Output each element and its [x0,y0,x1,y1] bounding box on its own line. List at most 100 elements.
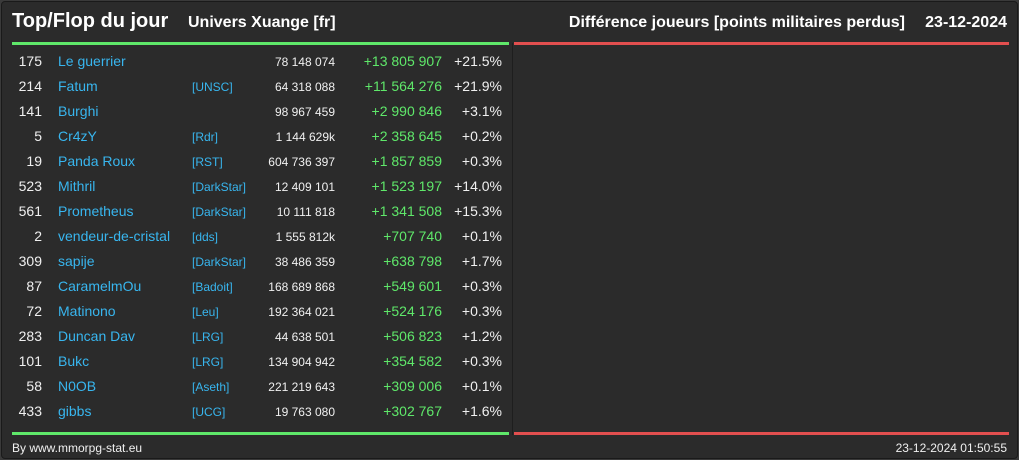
points-cell: 19 763 080 [274,405,335,419]
percent-cell: +21.9% [454,78,502,94]
page-title: Top/Flop du jour [12,10,169,32]
points-cell: 10 111 818 [276,205,335,219]
alliance-link[interactable]: [DarkStar] [192,180,247,194]
rank-cell: 309 [18,253,42,269]
table-row: 214 Fatum [UNSC] 64 318 088 +11 564 276 +21.9… [12,74,509,99]
percent-cell: +15.3% [454,203,502,219]
table-row: 101 Bukc [LRG] 134 904 942 +354 582 +0.3% [12,349,509,374]
player-link[interactable]: Cr4zY [58,128,97,144]
diff-cell: +524 176 [383,303,442,319]
diff-cell: +638 798 [383,253,442,269]
percent-cell: +1.6% [461,403,502,419]
bottom-red-divider [514,432,1009,435]
top-green-divider [12,42,509,45]
universe-label: Univers Xuange [fr] [188,14,336,31]
points-cell: 38 486 359 [274,255,335,269]
rank-cell: 72 [26,303,42,319]
alliance-link[interactable]: [UCG] [192,405,226,419]
percent-cell: +0.1% [461,228,502,244]
player-link[interactable]: gibbs [58,403,92,419]
alliance-link[interactable]: [LRG] [192,330,224,344]
diff-cell: +549 601 [383,278,442,294]
points-cell: 168 689 868 [268,280,335,294]
diff-cell: +302 767 [383,403,442,419]
alliance-link[interactable]: [Rdr] [192,130,219,144]
percent-cell: +14.0% [454,178,502,194]
diff-cell: +1 341 508 [371,203,442,219]
alliance-link[interactable]: [Leu] [192,305,219,319]
diff-cell: +11 564 276 [364,78,442,94]
rank-cell: 58 [26,378,42,394]
column-divider [512,43,513,435]
alliance-link[interactable]: [DarkStar] [192,205,247,219]
diff-cell: +707 740 [383,228,442,244]
points-cell: 12 409 101 [274,180,335,194]
rank-cell: 141 [18,103,42,119]
points-cell: 64 318 088 [274,80,335,94]
rank-cell: 19 [26,153,42,169]
percent-cell: +21.5% [454,53,502,69]
player-link[interactable]: Burghi [58,103,99,119]
player-link[interactable]: N0OB [58,378,97,394]
table-row: 72 Matinono [Leu] 192 364 021 +524 176 +0.3% [12,299,509,324]
rank-cell: 433 [18,403,42,419]
percent-cell: +0.3% [461,353,502,369]
player-link[interactable]: Fatum [58,78,98,94]
alliance-link[interactable]: [UNSC] [192,80,233,94]
player-link[interactable]: vendeur-de-cristal [58,228,171,244]
table-row: 19 Panda Roux [RST] 604 736 397 +1 857 859 +0… [12,149,509,174]
points-cell: 604 736 397 [268,155,335,169]
rank-cell: 175 [18,53,42,69]
top-red-divider [514,42,1009,45]
table-row: 141 Burghi 98 967 459 +2 990 846 +3.1% [12,99,509,124]
rank-cell: 87 [26,278,42,294]
diff-cell: +1 523 197 [371,178,442,194]
table-row: 283 Duncan Dav [LRG] 44 638 501 +506 823 +1.2… [12,324,509,349]
diff-cell: +1 857 859 [371,153,442,169]
rank-cell: 523 [18,178,42,194]
rank-cell: 2 [34,228,42,244]
player-link[interactable]: Mithril [58,178,96,194]
player-link[interactable]: Prometheus [58,203,134,219]
alliance-link[interactable]: [LRG] [192,355,224,369]
generated-timestamp: 23-12-2024 01:50:55 [895,441,1007,455]
points-cell: 221 219 643 [268,380,335,394]
table-row: 561 Prometheus [DarkStar] 10 111 818 +1 341 … [12,199,509,224]
diff-cell: +309 006 [383,378,442,394]
player-link[interactable]: Le guerrier [58,53,126,69]
rank-cell: 283 [18,328,42,344]
table-row: 58 N0OB [Aseth] 221 219 643 +309 006 +0.1% [12,374,509,399]
diff-cell: +354 582 [383,353,442,369]
percent-cell: +3.1% [461,103,502,119]
table-row: 309 sapije [DarkStar] 38 486 359 +638 798 +1.… [12,249,509,274]
alliance-link[interactable]: [Badoit] [192,280,233,294]
source-link[interactable]: By www.mmorpg-stat.eu [12,441,143,455]
points-cell: 192 364 021 [268,305,335,319]
percent-cell: +1.7% [461,253,502,269]
alliance-link[interactable]: [DarkStar] [192,255,247,269]
player-link[interactable]: CaramelmOu [58,278,142,294]
player-link[interactable]: sapije [58,253,95,269]
player-link[interactable]: Bukc [58,353,90,369]
table-row: 175 Le guerrier 78 148 074 +13 805 907 +21.5… [12,49,509,74]
diff-cell: +2 990 846 [371,103,442,119]
percent-cell: +0.3% [461,278,502,294]
player-link[interactable]: Matinono [58,303,116,319]
diff-cell: +506 823 [383,328,442,344]
points-cell: 44 638 501 [274,330,335,344]
alliance-link[interactable]: [Aseth] [192,380,230,394]
points-cell: 1 144 629k [275,130,335,144]
table-row: 523 Mithril [DarkStar] 12 409 101 +1 523 197… [12,174,509,199]
player-link[interactable]: Panda Roux [58,153,136,169]
alliance-link[interactable]: [dds] [192,230,219,244]
top-players-list: 175 Le guerrier 78 148 074 +13 805 907 +21.5… [12,49,509,424]
diff-cell: +2 358 645 [371,128,442,144]
rank-cell: 214 [18,78,42,94]
points-cell: 98 967 459 [274,105,335,119]
bottom-green-divider [12,432,509,435]
rank-cell: 101 [18,353,42,369]
percent-cell: +0.3% [461,153,502,169]
alliance-link[interactable]: [RST] [192,155,223,169]
player-link[interactable]: Duncan Dav [58,328,136,344]
